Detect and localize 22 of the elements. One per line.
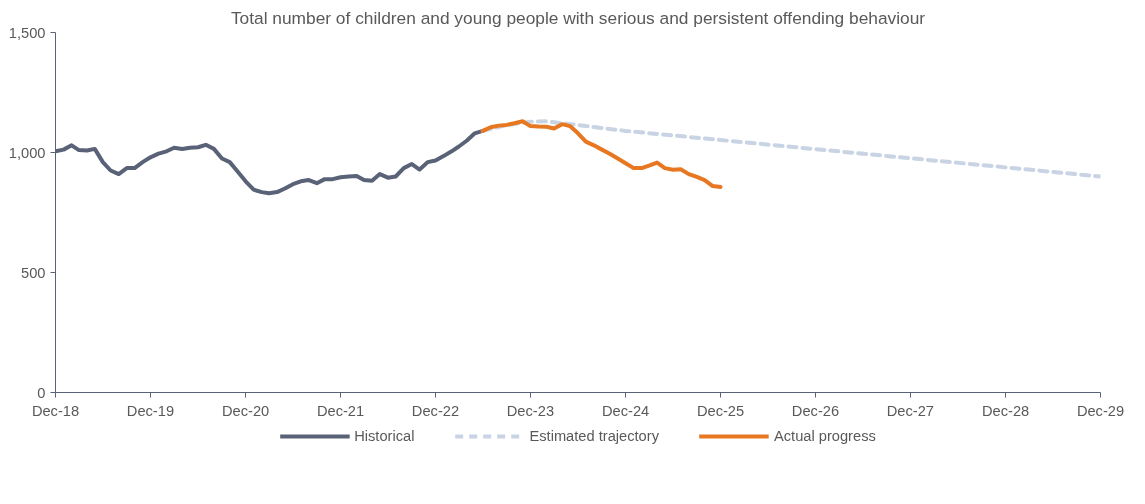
y-tick-label: 0: [37, 384, 46, 401]
x-tick-label: Dec-27: [886, 402, 935, 419]
x-tick-label: Dec-18: [31, 402, 80, 419]
line-series: [480, 119, 723, 190]
chart-title: Total number of children and young people with serious and persistent offending behaviour: [230, 7, 926, 28]
x-tick-label: Dec-26: [791, 402, 840, 419]
x-tick-label: Dec-25: [696, 402, 745, 419]
x-tick-label: Dec-24: [601, 402, 650, 419]
x-tick-label: Dec-29: [1076, 402, 1125, 419]
legend-label: Estimated trajectory: [529, 428, 659, 444]
x-tick-label: Dec-22: [411, 402, 460, 419]
x-tick-label: Dec-20: [222, 402, 270, 419]
legend-label: Actual progress: [773, 428, 876, 444]
x-tick-label: Dec-19: [126, 402, 175, 419]
x-tick-label: Dec-28: [981, 402, 1030, 419]
y-tick-label: 1,000: [8, 144, 46, 161]
x-tick-label: Dec-21: [316, 402, 365, 419]
line-series: [480, 119, 1101, 179]
x-tick-label: Dec-23: [506, 402, 555, 419]
legend-label: Historical: [354, 428, 415, 444]
y-tick-label: 500: [21, 264, 46, 281]
y-tick-label: 1,500: [8, 24, 46, 41]
